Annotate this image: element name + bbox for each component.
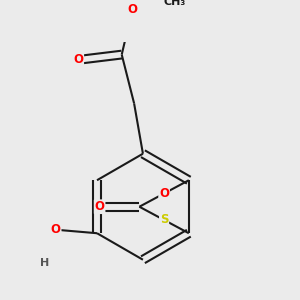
- Text: O: O: [127, 3, 137, 16]
- Text: S: S: [160, 214, 168, 226]
- Text: CH₃: CH₃: [164, 0, 186, 8]
- Text: H: H: [40, 258, 50, 268]
- Text: O: O: [159, 187, 169, 200]
- Text: O: O: [73, 53, 83, 66]
- Text: O: O: [94, 200, 105, 213]
- Text: O: O: [51, 223, 61, 236]
